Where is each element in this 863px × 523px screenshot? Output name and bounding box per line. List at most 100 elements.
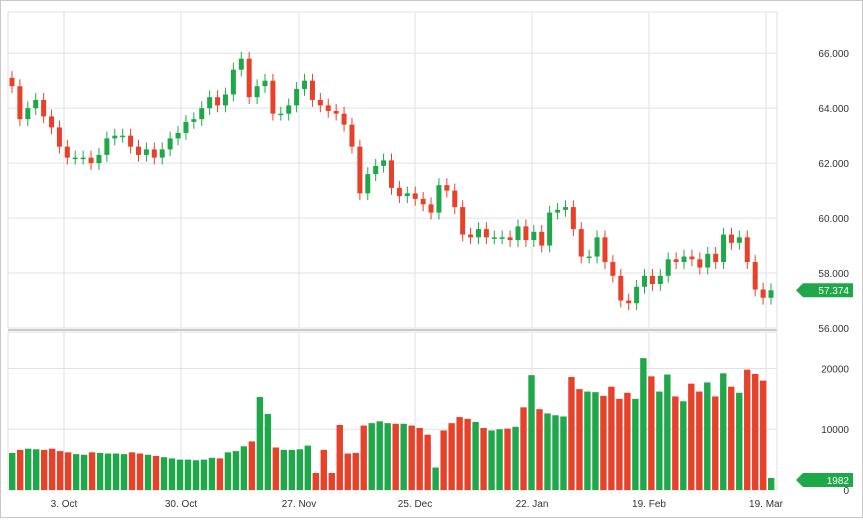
volume-bars (9, 358, 775, 490)
candle-body (531, 231, 537, 241)
volume-bar (464, 418, 471, 490)
candle-body (428, 204, 434, 213)
volume-bar (656, 391, 663, 490)
volume-bar (208, 457, 216, 490)
volume-bar (752, 373, 759, 490)
candle-body (309, 80, 315, 100)
volume-bar (312, 472, 319, 490)
volume-bar (232, 451, 240, 490)
volume-tick-label: 10000 (821, 425, 849, 436)
x-tick-label: 27. Nov (282, 499, 316, 510)
candle-body (499, 237, 505, 239)
volume-bar (512, 426, 519, 490)
volume-bar (320, 449, 327, 490)
candle-body (333, 110, 339, 114)
candle-body (341, 113, 347, 125)
volume-bar (456, 417, 463, 490)
x-tick-label: 19. Feb (632, 499, 666, 510)
candle-body (444, 185, 450, 191)
volume-bar (9, 452, 16, 490)
volume-bar (136, 453, 144, 490)
candle-body (183, 121, 189, 133)
volume-bar (344, 453, 351, 490)
candle-body (167, 138, 173, 150)
candle-body (547, 212, 553, 246)
volume-bar (368, 423, 375, 490)
volume-bar (720, 373, 727, 490)
candle-body (768, 290, 774, 298)
candle-body (697, 259, 703, 268)
volume-bar (568, 376, 575, 490)
candle-body (41, 99, 47, 117)
candle-body (199, 108, 205, 120)
candle-body (120, 135, 126, 138)
candle-body (143, 149, 149, 155)
candle-body (325, 105, 331, 111)
candle-body (262, 80, 268, 87)
volume-bar (488, 430, 495, 490)
candle-body (436, 185, 442, 213)
volume-bar (680, 401, 687, 490)
candle-body (728, 234, 734, 243)
candle-body (317, 99, 323, 106)
candle-body (389, 160, 394, 188)
candle-body (404, 193, 410, 197)
volume-bar (224, 452, 232, 490)
volume-bar (592, 392, 599, 490)
candle-body (602, 237, 608, 263)
candle-body (270, 80, 276, 114)
candle-body (278, 113, 284, 116)
volume-bar (584, 391, 591, 490)
volume-bar (728, 386, 735, 490)
last-volume-value: 1982 (827, 476, 850, 487)
candle-body (64, 146, 70, 158)
candle-body (578, 229, 584, 257)
candle-body (665, 259, 671, 276)
volume-bar (160, 457, 168, 490)
price-tick-label: 60.000 (818, 214, 849, 225)
candle-body (649, 275, 655, 285)
candle-body (33, 99, 39, 109)
volume-bar (400, 423, 407, 490)
volume-bar (288, 449, 296, 490)
volume-bar (744, 369, 751, 490)
candle-body (744, 237, 750, 263)
candle-body (294, 88, 300, 106)
volume-bar (112, 453, 120, 490)
candle-body (302, 80, 308, 89)
volume-bar (40, 449, 48, 490)
volume-bar (216, 458, 224, 490)
candle-body (721, 234, 727, 263)
candle-body (80, 157, 86, 160)
candle-body (483, 229, 489, 238)
price-tick-label: 64.000 (818, 104, 849, 115)
volume-bar (416, 428, 423, 490)
volume-bar (304, 445, 312, 490)
price-candles (9, 51, 774, 311)
volume-bar (520, 407, 527, 490)
candle-body (104, 138, 110, 155)
volume-bar (192, 460, 200, 490)
volume-bar (736, 392, 743, 490)
candle-body (17, 86, 23, 120)
volume-tag-shape (796, 473, 853, 487)
volume-bar (760, 380, 767, 490)
volume-bar (152, 455, 160, 490)
candle-body (175, 132, 181, 139)
x-axis: 3. Oct 30. Oct 27. Nov 25. Dec 22. Jan 19. Fe… (51, 499, 784, 510)
candle-body (555, 209, 561, 213)
candle-body (586, 256, 592, 259)
volume-bar (272, 447, 280, 490)
candle-body (570, 207, 576, 230)
candle-body (88, 157, 94, 164)
volume-bar (200, 459, 208, 490)
candle-body (191, 119, 197, 122)
volume-bar (704, 382, 711, 490)
candle-body (475, 229, 481, 238)
candle-body (634, 286, 640, 304)
last-volume-tag: 1982 (796, 473, 853, 487)
candle-body (72, 157, 78, 160)
last-price-tag: 57.374 (796, 283, 853, 298)
candle-body (136, 146, 141, 155)
